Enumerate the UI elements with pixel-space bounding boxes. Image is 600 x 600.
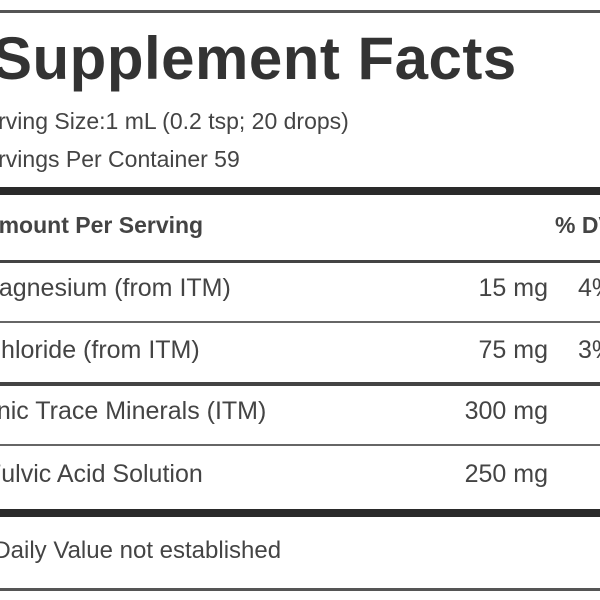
serving-size: Serving Size:1 mL (0.2 tsp; 20 drops) [0, 108, 349, 134]
ingredient-name: Ionic Trace Minerals (ITM) [0, 397, 267, 425]
divider [0, 260, 600, 263]
servings-per-container: Servings Per Container 59 [0, 146, 240, 172]
nutrient-dv: 4% [578, 274, 600, 302]
amount-per-serving-header: Amount Per Serving [0, 212, 204, 238]
ingredient-amount: 250 mg [464, 460, 548, 488]
nutrient-amount: 15 mg [478, 274, 548, 302]
bottom-rule [0, 588, 600, 591]
divider [0, 382, 600, 386]
daily-value-header: % DV [555, 212, 600, 238]
nutrient-name: Chloride (from ITM) [0, 336, 200, 364]
nutrient-amount: 75 mg [478, 336, 548, 364]
thick-divider [0, 187, 600, 195]
divider [0, 321, 600, 323]
thick-divider [0, 509, 600, 517]
footnote: *Daily Value not established [0, 537, 282, 564]
top-rule [0, 10, 600, 13]
ingredient-name: Fulvic Acid Solution [0, 460, 203, 488]
nutrient-dv: 3% [578, 336, 600, 364]
label-title: Supplement Facts [0, 25, 517, 92]
divider [0, 444, 600, 446]
ingredient-amount: 300 mg [464, 397, 548, 425]
nutrient-name: Magnesium (from ITM) [0, 274, 231, 302]
